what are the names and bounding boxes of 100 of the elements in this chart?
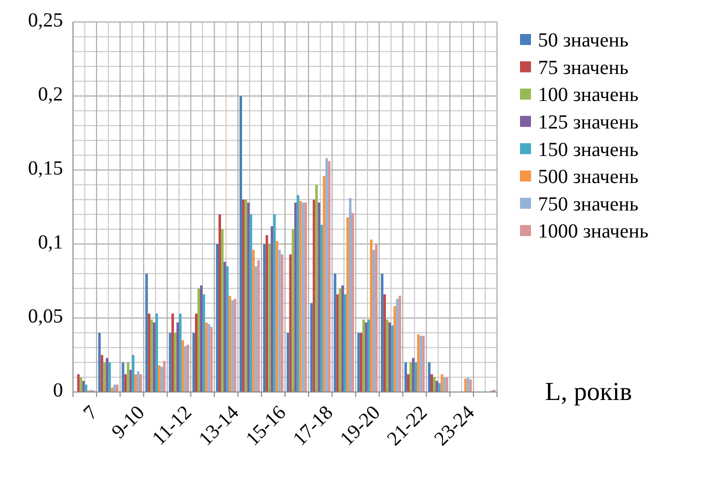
bar [320,224,323,392]
bar [270,226,274,392]
bar [433,377,436,392]
bar [318,202,320,392]
bar [440,374,444,392]
bar [103,362,106,392]
bar [469,379,472,392]
legend-label: 750 значень [538,193,638,216]
bar [254,266,258,392]
bar [148,314,150,392]
bar [182,340,184,392]
bar [257,260,260,392]
bar [273,214,276,392]
bar [412,358,415,392]
bar [328,161,330,392]
bar [278,250,281,392]
bar [179,314,182,392]
bar [240,96,242,392]
bar [160,366,164,392]
bar [310,303,313,392]
legend-label: 1000 значень [538,220,648,243]
bar [380,274,384,392]
x-tick-label: 9-10 [108,402,150,444]
bar [106,358,108,392]
bar [226,266,229,392]
bar [158,365,161,392]
bar [228,296,232,392]
bar [443,377,446,392]
bar [312,200,316,392]
bar [234,298,236,392]
bar [404,362,407,392]
bar [194,314,198,392]
bar [422,336,425,392]
bar [197,288,200,392]
bar [129,370,132,392]
bar [98,332,101,392]
legend-label: 125 значень [538,111,638,134]
bar [396,298,399,392]
y-tick-label: 0,2 [38,84,63,106]
bar [184,346,187,392]
bar [394,306,396,392]
x-axis-title: L, років [545,377,632,406]
bar [346,217,349,392]
bar [208,324,210,392]
bar [409,362,412,392]
bar [360,332,362,392]
bar [367,319,370,392]
bar [210,326,213,392]
bar [388,322,391,392]
bar [438,383,441,392]
bar [80,377,82,392]
bar [289,254,292,392]
bar [391,325,394,392]
bar [315,184,318,392]
bar [268,244,271,392]
bar [286,332,290,392]
bar [292,229,294,392]
bar [338,288,342,392]
bar [294,202,297,392]
bar [171,314,174,392]
y-tick-label: 0,25 [28,10,63,32]
bar [263,244,266,392]
bar [348,198,352,392]
bar [466,378,470,392]
legend-label: 500 значень [538,166,638,188]
bar [216,244,219,392]
bar [205,322,208,392]
bar [372,250,376,392]
bar [364,322,368,392]
bar [299,201,302,392]
bar [406,374,410,392]
x-tick-label: 7 [79,402,102,424]
bar [116,384,118,392]
y-tick-label: 0,15 [28,158,63,180]
bar [202,294,206,392]
bar [221,229,224,392]
bar [428,362,431,392]
bar [174,332,176,392]
bar [122,362,124,392]
bar [186,344,190,392]
bar [136,371,140,392]
bar [252,250,255,392]
bar [370,240,373,392]
bar [163,360,166,392]
bar [231,300,234,392]
bar [334,274,336,392]
bar [152,322,156,392]
bar [398,296,402,392]
bar [82,380,85,392]
bar [124,374,127,392]
bar [351,212,354,392]
bar [244,200,248,392]
bar [430,374,434,392]
bar [247,202,250,392]
bar [417,334,420,392]
bar [266,235,268,392]
bar [145,274,148,392]
bar [192,332,195,392]
bar [341,285,344,392]
bar [304,202,307,392]
